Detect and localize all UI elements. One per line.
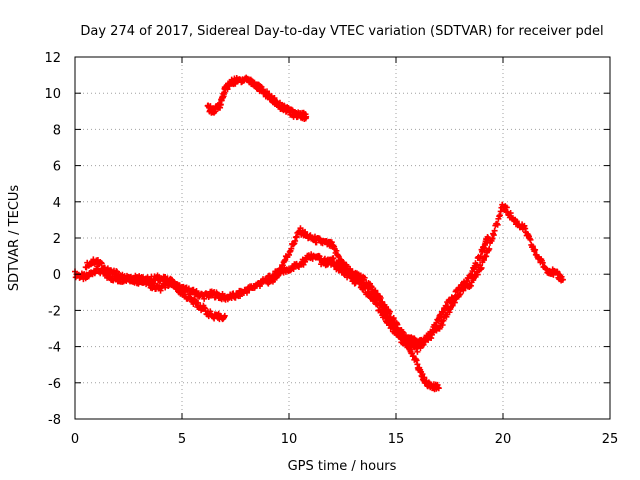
- x-axis-label: GPS time / hours: [288, 459, 397, 474]
- axis-ticks: [74, 56, 611, 420]
- y-tick-label: -6: [48, 377, 61, 392]
- data-point: [390, 315, 397, 322]
- x-tick-label: 0: [71, 432, 79, 447]
- y-tick-label: 10: [44, 87, 61, 102]
- y-tick-label: -4: [48, 341, 61, 356]
- data-point: [421, 374, 428, 381]
- series-track-b: [82, 256, 228, 323]
- data-point: [559, 276, 566, 283]
- data-point: [394, 321, 401, 328]
- data-point: [330, 255, 337, 262]
- data-point: [224, 86, 231, 93]
- chart-title: Day 274 of 2017, Sidereal Day-to-day VTE…: [80, 24, 603, 39]
- data-point: [485, 235, 492, 241]
- y-tick-label: 8: [53, 123, 61, 138]
- data-point: [494, 221, 501, 228]
- data-point: [527, 236, 534, 243]
- data-point: [414, 348, 421, 355]
- y-tick-labels: -8 -6 -4 -2 0 2 4 6 8 10 12: [44, 51, 61, 428]
- series-track-e: [318, 233, 492, 355]
- y-tick-label: 6: [53, 160, 61, 175]
- data-point: [303, 113, 310, 120]
- data-point: [474, 271, 481, 278]
- y-axis-label: SDTVAR / TECUs: [7, 185, 22, 292]
- y-tick-label: -2: [48, 304, 61, 319]
- x-tick-label: 25: [602, 432, 619, 447]
- series-track-a: [72, 201, 566, 349]
- y-tick-label: 0: [53, 268, 61, 283]
- data-point: [435, 385, 442, 392]
- grid-lines: [75, 57, 610, 419]
- data-point: [491, 227, 498, 234]
- x-tick-label: 5: [178, 432, 186, 447]
- data-point: [173, 281, 180, 288]
- data-point: [271, 95, 278, 102]
- x-tick-labels: 0 5 10 15 20 25: [71, 432, 618, 447]
- data-point: [374, 301, 381, 308]
- plot-area: [72, 74, 566, 393]
- data-point: [386, 308, 393, 315]
- data-point: [419, 371, 426, 378]
- data-point: [451, 294, 458, 301]
- data-point: [438, 314, 445, 321]
- x-tick-label: 10: [281, 432, 298, 447]
- data-point: [98, 260, 105, 267]
- x-tick-label: 15: [388, 432, 405, 447]
- data-point: [474, 261, 481, 268]
- x-tick-label: 20: [495, 432, 512, 447]
- y-tick-label: 12: [44, 51, 61, 66]
- data-point: [478, 264, 485, 271]
- data-point: [377, 295, 384, 302]
- y-tick-label: -8: [48, 413, 61, 428]
- data-point: [477, 253, 484, 260]
- series-track-c: [204, 74, 310, 122]
- data-point: [484, 239, 491, 246]
- y-tick-label: 2: [53, 232, 61, 247]
- y-tick-label: 4: [53, 196, 61, 211]
- data-point: [221, 312, 228, 319]
- data-point: [444, 303, 451, 310]
